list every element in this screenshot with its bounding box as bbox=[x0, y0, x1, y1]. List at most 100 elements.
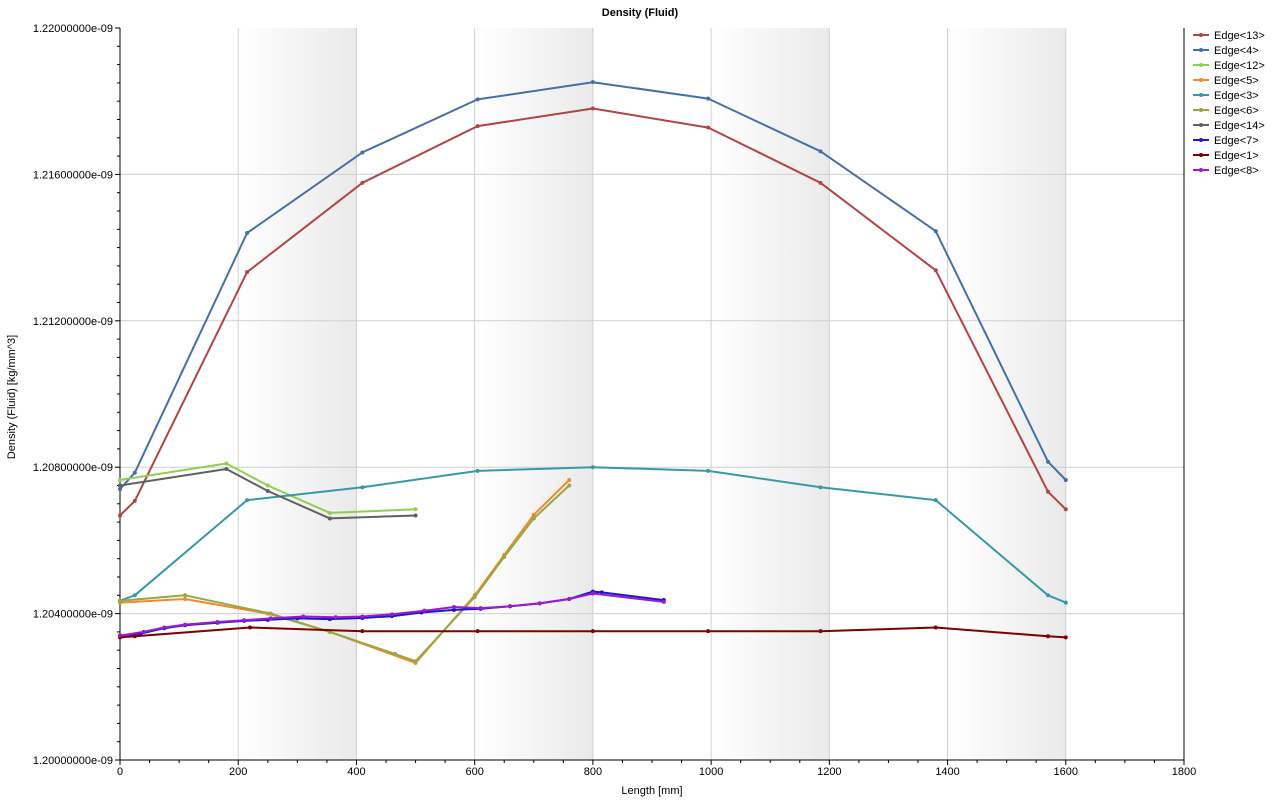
series-edge1 bbox=[118, 625, 1068, 640]
data-point bbox=[1063, 507, 1068, 512]
data-point bbox=[118, 598, 122, 603]
data-point bbox=[661, 599, 666, 604]
series-edge6 bbox=[118, 483, 572, 664]
legend-item: Edge<14> bbox=[1193, 120, 1265, 132]
data-point bbox=[118, 633, 122, 638]
x-axis-title: Length [mm] bbox=[621, 785, 682, 797]
data-point bbox=[590, 629, 595, 634]
data-point bbox=[333, 615, 338, 620]
data-point bbox=[224, 467, 229, 472]
y-tick-label: 1.20800000e-09 bbox=[33, 462, 113, 474]
legend-swatch-marker bbox=[1199, 63, 1203, 67]
data-point bbox=[301, 614, 306, 619]
data-point bbox=[590, 106, 595, 111]
data-point bbox=[389, 612, 394, 617]
data-point bbox=[567, 478, 572, 483]
legend-swatch-marker bbox=[1199, 138, 1203, 142]
data-point bbox=[818, 149, 823, 154]
data-point bbox=[706, 468, 711, 473]
legend-item: Edge<3> bbox=[1193, 90, 1259, 102]
legend-item: Edge<13> bbox=[1193, 30, 1265, 42]
data-point bbox=[118, 487, 122, 492]
data-point bbox=[268, 611, 273, 616]
data-point bbox=[478, 606, 483, 611]
data-point bbox=[531, 516, 536, 521]
data-point bbox=[1046, 634, 1051, 639]
legend-item: Edge<12> bbox=[1193, 60, 1265, 72]
data-point bbox=[132, 593, 137, 598]
data-point bbox=[706, 629, 711, 634]
data-point bbox=[508, 604, 513, 609]
data-point bbox=[248, 625, 253, 630]
data-point bbox=[475, 468, 480, 473]
data-point bbox=[215, 620, 220, 625]
legend-item: Edge<8> bbox=[1193, 165, 1259, 177]
data-point bbox=[1046, 489, 1051, 494]
legend-swatch-marker bbox=[1199, 168, 1203, 172]
series-line bbox=[119, 484, 570, 663]
data-point bbox=[590, 80, 595, 85]
data-point bbox=[1063, 635, 1068, 640]
x-tick-label: 1000 bbox=[699, 766, 723, 778]
grid-band bbox=[947, 28, 1066, 760]
data-point bbox=[183, 596, 188, 601]
legend-swatch-marker bbox=[1199, 33, 1203, 37]
series-edge4 bbox=[118, 80, 1068, 492]
data-point bbox=[360, 614, 365, 619]
data-point bbox=[933, 268, 938, 273]
legend-label: Edge<14> bbox=[1214, 120, 1265, 132]
x-tick-label: 1400 bbox=[935, 766, 959, 778]
x-tick-label: 400 bbox=[347, 766, 365, 778]
data-point bbox=[567, 483, 572, 488]
data-point bbox=[818, 629, 823, 634]
data-point bbox=[599, 590, 604, 595]
data-point bbox=[183, 593, 188, 598]
data-point bbox=[818, 485, 823, 490]
y-tick-label: 1.22000000e-09 bbox=[33, 23, 113, 35]
data-point bbox=[183, 622, 188, 627]
data-point bbox=[1063, 478, 1068, 483]
data-point bbox=[245, 498, 250, 503]
x-tick-label: 1800 bbox=[1172, 766, 1196, 778]
data-point bbox=[590, 465, 595, 470]
series-edge8 bbox=[118, 591, 666, 638]
data-point bbox=[933, 229, 938, 234]
y-tick-label: 1.21200000e-09 bbox=[33, 316, 113, 328]
data-point bbox=[933, 625, 938, 630]
x-tick-label: 1200 bbox=[817, 766, 841, 778]
legend-swatch-marker bbox=[1199, 153, 1203, 157]
data-point bbox=[162, 625, 167, 630]
data-point bbox=[245, 230, 250, 235]
data-point bbox=[451, 607, 456, 612]
legend-label: Edge<12> bbox=[1214, 60, 1265, 72]
legend-item: Edge<6> bbox=[1193, 105, 1259, 117]
data-point bbox=[537, 601, 542, 606]
data-point bbox=[265, 483, 270, 488]
data-point bbox=[472, 595, 477, 600]
series-edge3 bbox=[118, 465, 1068, 605]
data-point bbox=[392, 651, 397, 656]
data-point bbox=[1063, 600, 1068, 605]
data-point bbox=[132, 634, 137, 639]
grid-band bbox=[474, 28, 593, 760]
series-edge12 bbox=[118, 461, 418, 515]
data-point bbox=[818, 180, 823, 185]
y-tick-label: 1.20000000e-09 bbox=[33, 755, 113, 767]
data-point bbox=[242, 618, 247, 623]
data-point bbox=[360, 180, 365, 185]
data-point bbox=[475, 97, 480, 102]
y-tick-label: 1.20400000e-09 bbox=[33, 609, 113, 621]
data-point bbox=[422, 608, 427, 613]
legend-item: Edge<5> bbox=[1193, 75, 1259, 87]
data-point bbox=[933, 498, 938, 503]
data-point bbox=[567, 596, 572, 601]
y-tick-label: 1.21600000e-09 bbox=[33, 169, 113, 181]
series-edge13 bbox=[118, 106, 1068, 518]
legend-item: Edge<7> bbox=[1193, 135, 1259, 147]
data-point bbox=[118, 483, 122, 488]
legend-label: Edge<1> bbox=[1214, 150, 1259, 162]
data-point bbox=[132, 470, 137, 475]
data-point bbox=[1046, 593, 1051, 598]
data-point bbox=[706, 96, 711, 101]
series-edge14 bbox=[118, 467, 418, 521]
